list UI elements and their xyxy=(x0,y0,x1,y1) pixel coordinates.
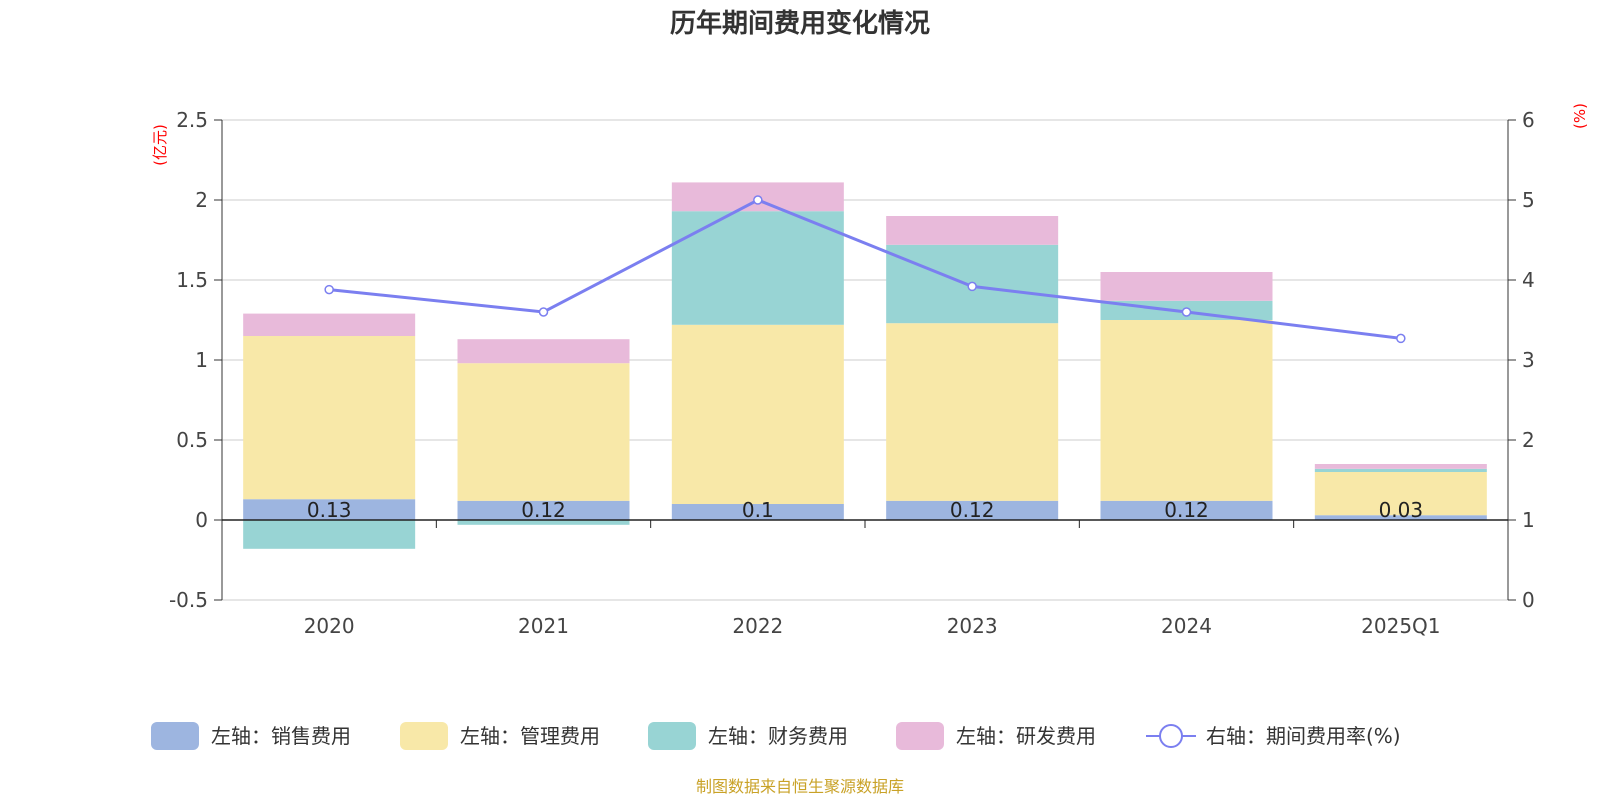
x-axis-tick-label: 2023 xyxy=(947,614,998,638)
right-axis-tick-label: 5 xyxy=(1522,188,1535,212)
right-axis-unit: (%) xyxy=(1571,103,1589,129)
right-axis-tick-label: 1 xyxy=(1522,508,1535,532)
legend-swatch xyxy=(151,722,199,750)
rate-point xyxy=(538,307,549,317)
legend-item: 右轴：期间费用率(%) xyxy=(1146,724,1401,748)
bar xyxy=(1314,464,1487,469)
right-axis-tick-label: 2 xyxy=(1522,428,1535,452)
bar xyxy=(243,336,416,500)
bar xyxy=(1100,500,1273,520)
x-axis-tick-label: 2021 xyxy=(518,614,569,638)
left-axis-unit: (亿元) xyxy=(151,124,169,166)
left-axis-tick-label: -0.5 xyxy=(169,588,208,612)
legend-item: 左轴：研发费用 xyxy=(896,722,1096,750)
bar xyxy=(1100,272,1273,301)
legend-label: 左轴：研发费用 xyxy=(956,724,1096,748)
right-axis-tick-label: 0 xyxy=(1522,588,1535,612)
x-axis-tick-label: 2020 xyxy=(304,614,355,638)
legend-label: 右轴：期间费用率(%) xyxy=(1206,724,1401,748)
bar xyxy=(457,363,630,501)
line-series xyxy=(324,195,1406,344)
bar-data-label: 0.12 xyxy=(521,498,566,522)
bar-data-label: 0.12 xyxy=(1164,498,1209,522)
bar xyxy=(457,500,630,520)
bar xyxy=(886,216,1059,245)
bar xyxy=(243,520,416,549)
chart-title: 历年期间费用变化情况 xyxy=(670,8,930,39)
rate-point xyxy=(753,195,763,205)
x-axis-tick-label: 2024 xyxy=(1161,614,1212,638)
bar xyxy=(1314,472,1487,516)
legend-item: 左轴：财务费用 xyxy=(648,722,848,750)
bar-data-label: 0.1 xyxy=(742,498,774,522)
right-axis-tick-label: 4 xyxy=(1522,268,1535,292)
axes: -0.5 0 0.5 1 1.5 2 2.5 0 1 2 3 4 5 6 2020 2021 2022 2023 2… xyxy=(151,103,1589,638)
left-axis-tick-label: 2 xyxy=(195,188,208,212)
legend-swatch xyxy=(896,722,944,750)
rate-line xyxy=(329,198,1402,340)
rate-point xyxy=(1396,333,1406,344)
bar-data-label: 0.13 xyxy=(307,498,352,522)
data-labels: 0.13 0.12 0.1 0.12 0.12 0.03 xyxy=(307,498,1423,522)
bar xyxy=(457,520,630,525)
left-axis-tick-label: 0.5 xyxy=(176,428,208,452)
legend-item: 左轴：销售费用 xyxy=(151,722,351,750)
legend-label: 左轴：销售费用 xyxy=(211,724,351,748)
legend-swatch xyxy=(400,722,448,750)
legend-label: 左轴：管理费用 xyxy=(460,724,600,748)
bar xyxy=(671,504,844,520)
x-axis-tick-label: 2022 xyxy=(732,614,783,638)
legend-label: 左轴：财务费用 xyxy=(708,724,848,748)
left-axis-tick-label: 0 xyxy=(195,508,208,532)
bar xyxy=(671,324,844,504)
bar xyxy=(243,313,416,336)
bar xyxy=(457,339,630,364)
bar xyxy=(886,500,1059,520)
left-axis-tick-label: 1.5 xyxy=(176,268,208,292)
x-axis-tick-label: 2025Q1 xyxy=(1361,614,1440,638)
legend-swatch xyxy=(648,722,696,750)
legend: 左轴：销售费用 左轴：管理费用 左轴：财务费用 左轴：研发费用 右轴：期间费用率(%) xyxy=(151,722,1401,750)
rate-point xyxy=(1181,307,1192,317)
bar-data-label: 0.03 xyxy=(1379,498,1424,522)
bar-data-label: 0.12 xyxy=(950,498,995,522)
legend-marker xyxy=(1159,724,1183,748)
bar xyxy=(886,323,1059,501)
source-note: 制图数据来自恒生聚源数据库 xyxy=(696,777,904,796)
bar xyxy=(1100,320,1273,501)
bar xyxy=(243,499,416,520)
bar xyxy=(1314,515,1487,520)
legend-item: 左轴：管理费用 xyxy=(400,722,600,750)
left-axis-tick-label: 1 xyxy=(195,348,208,372)
rate-point xyxy=(324,284,334,295)
bar xyxy=(671,211,844,325)
rate-point xyxy=(967,281,977,292)
bar-series xyxy=(243,182,1487,549)
right-axis-tick-label: 6 xyxy=(1522,108,1535,132)
gridlines xyxy=(222,119,1508,601)
bar xyxy=(1314,468,1487,472)
left-axis-tick-label: 2.5 xyxy=(176,108,208,132)
right-axis-tick-label: 3 xyxy=(1522,348,1535,372)
